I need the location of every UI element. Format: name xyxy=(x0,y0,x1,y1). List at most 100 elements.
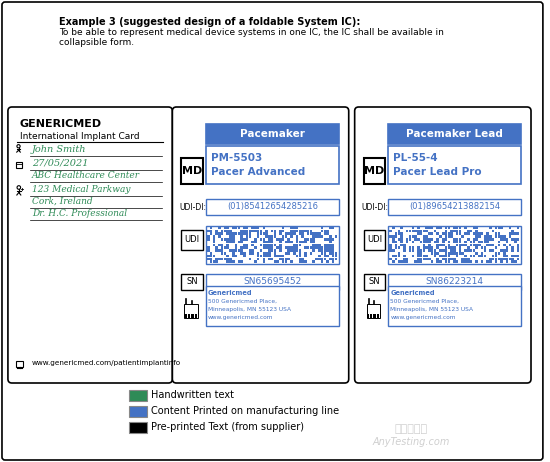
Bar xyxy=(279,255,282,257)
Bar xyxy=(312,241,315,243)
Bar xyxy=(312,247,315,249)
Bar xyxy=(425,258,428,260)
Bar xyxy=(254,247,257,249)
Bar xyxy=(422,247,425,249)
Text: SN65695452: SN65695452 xyxy=(243,278,301,286)
Bar xyxy=(388,274,521,290)
Bar xyxy=(512,255,514,257)
Bar xyxy=(274,235,276,238)
Bar xyxy=(481,232,483,235)
Bar xyxy=(265,230,268,232)
Bar xyxy=(467,249,470,252)
Bar xyxy=(227,241,229,243)
Bar xyxy=(213,241,215,243)
Bar xyxy=(411,227,414,230)
Bar xyxy=(459,252,461,255)
Bar xyxy=(411,235,414,238)
Bar xyxy=(277,261,279,263)
Bar xyxy=(431,238,433,241)
Bar xyxy=(288,238,290,241)
Bar xyxy=(470,255,472,257)
Bar xyxy=(475,230,478,232)
Bar xyxy=(431,252,433,255)
Text: UDI-DI:: UDI-DI: xyxy=(361,202,389,212)
Bar xyxy=(240,235,243,238)
Bar xyxy=(310,232,312,235)
Bar xyxy=(517,238,519,241)
Bar xyxy=(459,230,461,232)
Bar xyxy=(279,249,282,252)
Bar xyxy=(254,238,257,241)
Bar xyxy=(265,252,268,255)
Bar xyxy=(310,238,312,241)
Bar xyxy=(240,241,243,243)
Bar xyxy=(251,252,254,255)
Bar xyxy=(240,261,243,263)
Bar xyxy=(483,249,486,252)
Bar xyxy=(389,249,392,252)
Bar xyxy=(207,230,210,232)
Bar xyxy=(277,247,279,249)
Bar xyxy=(268,247,271,249)
Bar xyxy=(406,258,409,260)
Bar xyxy=(472,238,475,241)
Bar xyxy=(301,261,304,263)
Bar xyxy=(414,261,417,263)
Bar xyxy=(481,241,483,243)
Bar xyxy=(445,238,447,241)
Bar xyxy=(470,249,472,252)
Bar xyxy=(285,261,287,263)
Bar xyxy=(437,252,439,255)
Text: John Smith: John Smith xyxy=(32,145,86,153)
Bar xyxy=(246,232,249,235)
Bar xyxy=(301,241,304,243)
Text: UDI-DI:: UDI-DI: xyxy=(179,202,206,212)
Bar xyxy=(448,243,450,246)
Bar xyxy=(249,230,251,232)
Text: Example 3 (suggested design of a foldable System IC):: Example 3 (suggested design of a foldabl… xyxy=(59,17,361,27)
Text: International Implant Card: International Implant Card xyxy=(20,132,140,141)
Bar xyxy=(16,162,22,168)
Text: Pacemaker: Pacemaker xyxy=(240,129,305,139)
Bar xyxy=(326,261,329,263)
Bar xyxy=(420,255,422,257)
Bar xyxy=(422,243,425,246)
Bar xyxy=(434,255,436,257)
Bar xyxy=(434,252,436,255)
Bar xyxy=(495,261,497,263)
Bar xyxy=(288,249,290,252)
Bar xyxy=(364,158,386,184)
Bar xyxy=(232,249,234,252)
Bar xyxy=(456,255,458,257)
Bar xyxy=(489,227,492,230)
Bar xyxy=(246,238,249,241)
Bar xyxy=(495,252,497,255)
Bar xyxy=(414,235,417,238)
Bar xyxy=(243,252,246,255)
Bar xyxy=(453,252,455,255)
Bar xyxy=(312,238,315,241)
Bar xyxy=(392,249,394,252)
Text: UDI: UDI xyxy=(367,235,382,243)
Bar xyxy=(406,238,409,241)
Text: 500 Genericmed Place,: 500 Genericmed Place, xyxy=(208,299,277,304)
Bar xyxy=(470,243,472,246)
Bar xyxy=(285,258,287,260)
Bar xyxy=(456,230,458,232)
Bar xyxy=(395,241,398,243)
Bar xyxy=(232,252,234,255)
Bar xyxy=(229,235,232,238)
Bar xyxy=(254,261,257,263)
Bar xyxy=(213,238,215,241)
Bar xyxy=(282,227,284,230)
Bar xyxy=(207,238,210,241)
Text: AnyTesting.com: AnyTesting.com xyxy=(372,437,450,447)
Bar xyxy=(221,249,223,252)
Bar xyxy=(221,232,223,235)
Bar xyxy=(301,232,304,235)
Bar xyxy=(388,199,521,215)
Bar xyxy=(428,243,431,246)
Bar xyxy=(442,238,444,241)
Bar xyxy=(251,230,254,232)
Bar xyxy=(290,241,293,243)
